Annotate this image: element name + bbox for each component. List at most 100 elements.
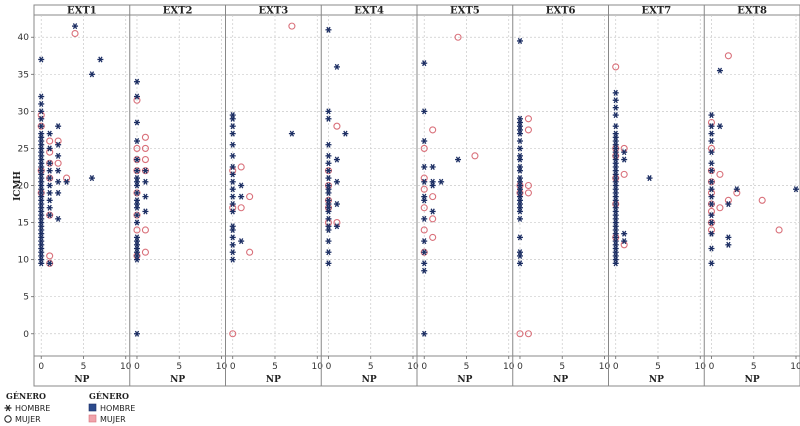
point-hombre [429,178,436,185]
point-hombre [708,178,715,185]
point-mujer [524,115,532,123]
point-hombre [133,241,140,248]
panel-ext8: EXT8 0 5 10 NP [703,5,800,386]
point-mujer [620,170,628,178]
point-mujer [141,133,149,141]
x-tick-label: 5 [81,362,87,372]
y-tick-label: 35 [18,70,29,80]
point-hombre [38,197,45,204]
point-hombre [612,112,619,119]
point-hombre [133,119,140,126]
point-mujer [612,63,620,71]
point-hombre [38,201,45,208]
point-hombre [238,238,245,245]
point-mujer [246,248,254,256]
point-hombre [229,208,236,215]
point-hombre [438,178,445,185]
point-hombre [229,141,236,148]
point-hombre [72,23,79,30]
point-mujer [237,204,245,212]
point-hombre [38,130,45,137]
point-mujer [524,126,532,134]
x-axis-label: NP [553,375,568,385]
x-tick-label: 0 [709,362,715,372]
y-axis-label: ICMH [13,171,23,201]
point-mujer [716,170,724,178]
point-hombre [325,182,332,189]
point-hombre [516,208,523,215]
point-hombre [621,238,628,245]
point-hombre [229,152,236,159]
point-mujer [429,126,437,134]
point-hombre [238,182,245,189]
point-hombre [55,215,62,222]
point-hombre [133,156,140,163]
point-hombre [229,201,236,208]
point-hombre [325,260,332,267]
point-hombre [38,145,45,152]
point-hombre [708,219,715,226]
x-axis-label: NP [74,375,89,385]
point-hombre [325,249,332,256]
point-hombre [429,182,436,189]
panel-title: EXT6 [546,6,576,17]
point-hombre [63,178,70,185]
point-hombre [238,193,245,200]
y-tick-label: 30 [18,107,30,117]
point-hombre [38,241,45,248]
legend-label-mujer: MUJER [15,415,41,424]
point-hombre [516,37,523,44]
point-hombre [708,167,715,174]
x-tick-label: 10 [503,362,515,372]
point-hombre [133,234,140,241]
point-hombre [46,197,53,204]
panel-ext1: EXT1 0 5 10 NP [37,6,132,385]
point-hombre [55,167,62,174]
point-hombre [325,160,332,167]
point-hombre [708,193,715,200]
x-axis-label: NP [745,375,760,385]
point-hombre [612,241,619,248]
point-mujer [429,193,437,201]
point-hombre [708,245,715,252]
panel-ext6: EXT6 0 5 10 NP [512,5,611,386]
point-mujer [246,193,254,201]
x-tick-label: 5 [751,362,757,372]
panel-title: EXT5 [450,6,480,17]
point-hombre [38,141,45,148]
point-hombre [88,71,95,78]
point-hombre [55,141,62,148]
point-hombre [46,260,53,267]
point-hombre [421,330,428,337]
point-hombre [38,245,45,252]
point-mujer [237,163,245,171]
point-hombre [333,63,340,70]
point-hombre [421,60,428,67]
x-axis-label: NP [362,375,377,385]
point-hombre [133,167,140,174]
point-hombre [421,267,428,274]
point-hombre [421,260,428,267]
x-tick-label: 10 [695,362,707,372]
point-hombre [38,260,45,267]
x-tick-label: 0 [517,362,523,372]
x-tick-label: 0 [421,362,427,372]
point-hombre [97,56,104,63]
point-hombre [229,178,236,185]
panel-title: EXT7 [641,6,671,17]
point-mujer [71,29,79,38]
point-hombre [516,145,523,152]
panel-ext4: EXT4 0 5 10 NP [320,5,419,386]
point-hombre [333,178,340,185]
point-hombre [612,208,619,215]
point-hombre [708,260,715,267]
point-hombre [38,108,45,115]
x-tick-label: 5 [176,362,182,372]
x-tick-label: 10 [599,362,611,372]
legend-hombre-swatch-icon [88,403,97,412]
point-hombre [133,175,140,182]
point-mujer [54,159,62,167]
point-hombre [229,241,236,248]
point-hombre [46,189,53,196]
